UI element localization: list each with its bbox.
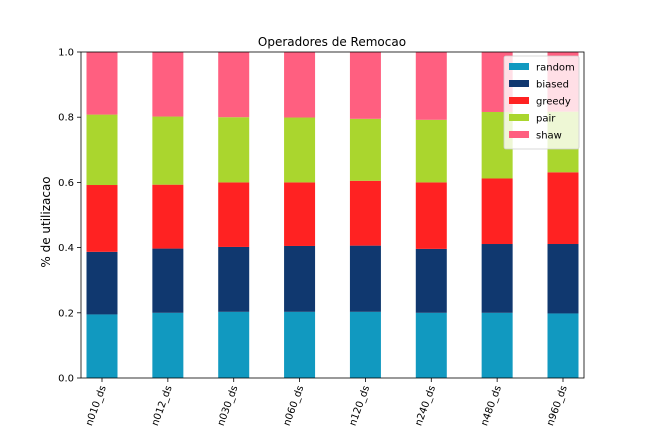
y-tick-label: 0.8	[58, 113, 74, 124]
bar-random-n030_ds	[218, 311, 250, 378]
bar-random-n060_ds	[284, 311, 316, 378]
bar-pair-n030_ds	[218, 117, 250, 183]
legend-label-greedy: greedy	[536, 97, 571, 108]
bar-random-n010_ds	[86, 314, 118, 378]
y-tick-label: 1.0	[58, 48, 74, 59]
x-tick-label: n960_ds	[545, 384, 570, 427]
y-axis-label: % de utilizacao	[39, 176, 53, 267]
bar-shaw-n120_ds	[349, 52, 381, 119]
bar-shaw-n030_ds	[218, 52, 250, 118]
legend-swatch-pair	[509, 114, 529, 121]
bar-biased-n120_ds	[349, 245, 381, 312]
x-tick-label: n480_ds	[479, 384, 504, 427]
bar-random-n240_ds	[415, 312, 447, 378]
bar-greedy-n010_ds	[86, 185, 118, 252]
legend-swatch-shaw	[509, 131, 529, 138]
bar-biased-n030_ds	[218, 246, 250, 312]
bar-random-n960_ds	[547, 313, 579, 378]
bar-biased-n480_ds	[481, 244, 513, 313]
x-tick-label: n010_ds	[84, 384, 109, 427]
y-tick-label: 0.0	[58, 374, 74, 385]
plot-frame	[80, 51, 585, 379]
bar-random-n012_ds	[152, 312, 184, 378]
bar-greedy-n060_ds	[284, 182, 316, 246]
bar-biased-n960_ds	[547, 244, 579, 314]
legend-label-shaw: shaw	[536, 131, 562, 142]
bar-greedy-n120_ds	[349, 180, 381, 246]
y-tick-label: 0.6	[58, 178, 74, 189]
x-tick-label: n030_ds	[216, 384, 241, 427]
y-tick-label: 0.2	[58, 308, 74, 319]
bar-greedy-n240_ds	[415, 182, 447, 249]
bar-random-n480_ds	[481, 312, 513, 378]
legend-label-random: random	[536, 63, 575, 74]
bar-greedy-n012_ds	[152, 184, 184, 249]
x-tick-label: n060_ds	[282, 384, 307, 427]
bar-greedy-n480_ds	[481, 178, 513, 245]
bar-biased-n240_ds	[415, 248, 447, 313]
bar-pair-n012_ds	[152, 116, 184, 185]
bar-shaw-n060_ds	[284, 52, 316, 118]
bar-pair-n010_ds	[86, 114, 118, 186]
x-tick-label: n120_ds	[348, 384, 373, 427]
legend-label-pair: pair	[536, 114, 556, 125]
legend-label-biased: biased	[536, 80, 569, 91]
bar-biased-n010_ds	[86, 251, 118, 315]
bar-pair-n240_ds	[415, 119, 447, 183]
legend-swatch-random	[509, 63, 529, 70]
legend: random biased greedy pair shaw	[503, 55, 580, 150]
bar-greedy-n030_ds	[218, 182, 250, 247]
chart-title: Operadores de Remocao	[258, 35, 406, 49]
legend-box	[503, 55, 580, 150]
bar-greedy-n960_ds	[547, 172, 579, 245]
y-tick-label: 0.4	[58, 243, 74, 254]
x-tick-label: n240_ds	[413, 384, 438, 427]
legend-swatch-biased	[509, 80, 529, 87]
bar-shaw-n010_ds	[86, 52, 118, 115]
bar-biased-n012_ds	[152, 248, 184, 313]
bar-shaw-n240_ds	[415, 52, 447, 120]
bar-pair-n120_ds	[349, 118, 381, 181]
x-tick-label: n012_ds	[150, 384, 175, 427]
bar-pair-n060_ds	[284, 117, 316, 183]
bar-biased-n060_ds	[284, 245, 316, 312]
bar-random-n120_ds	[349, 311, 381, 378]
bar-shaw-n012_ds	[152, 52, 184, 117]
legend-swatch-greedy	[509, 97, 529, 104]
